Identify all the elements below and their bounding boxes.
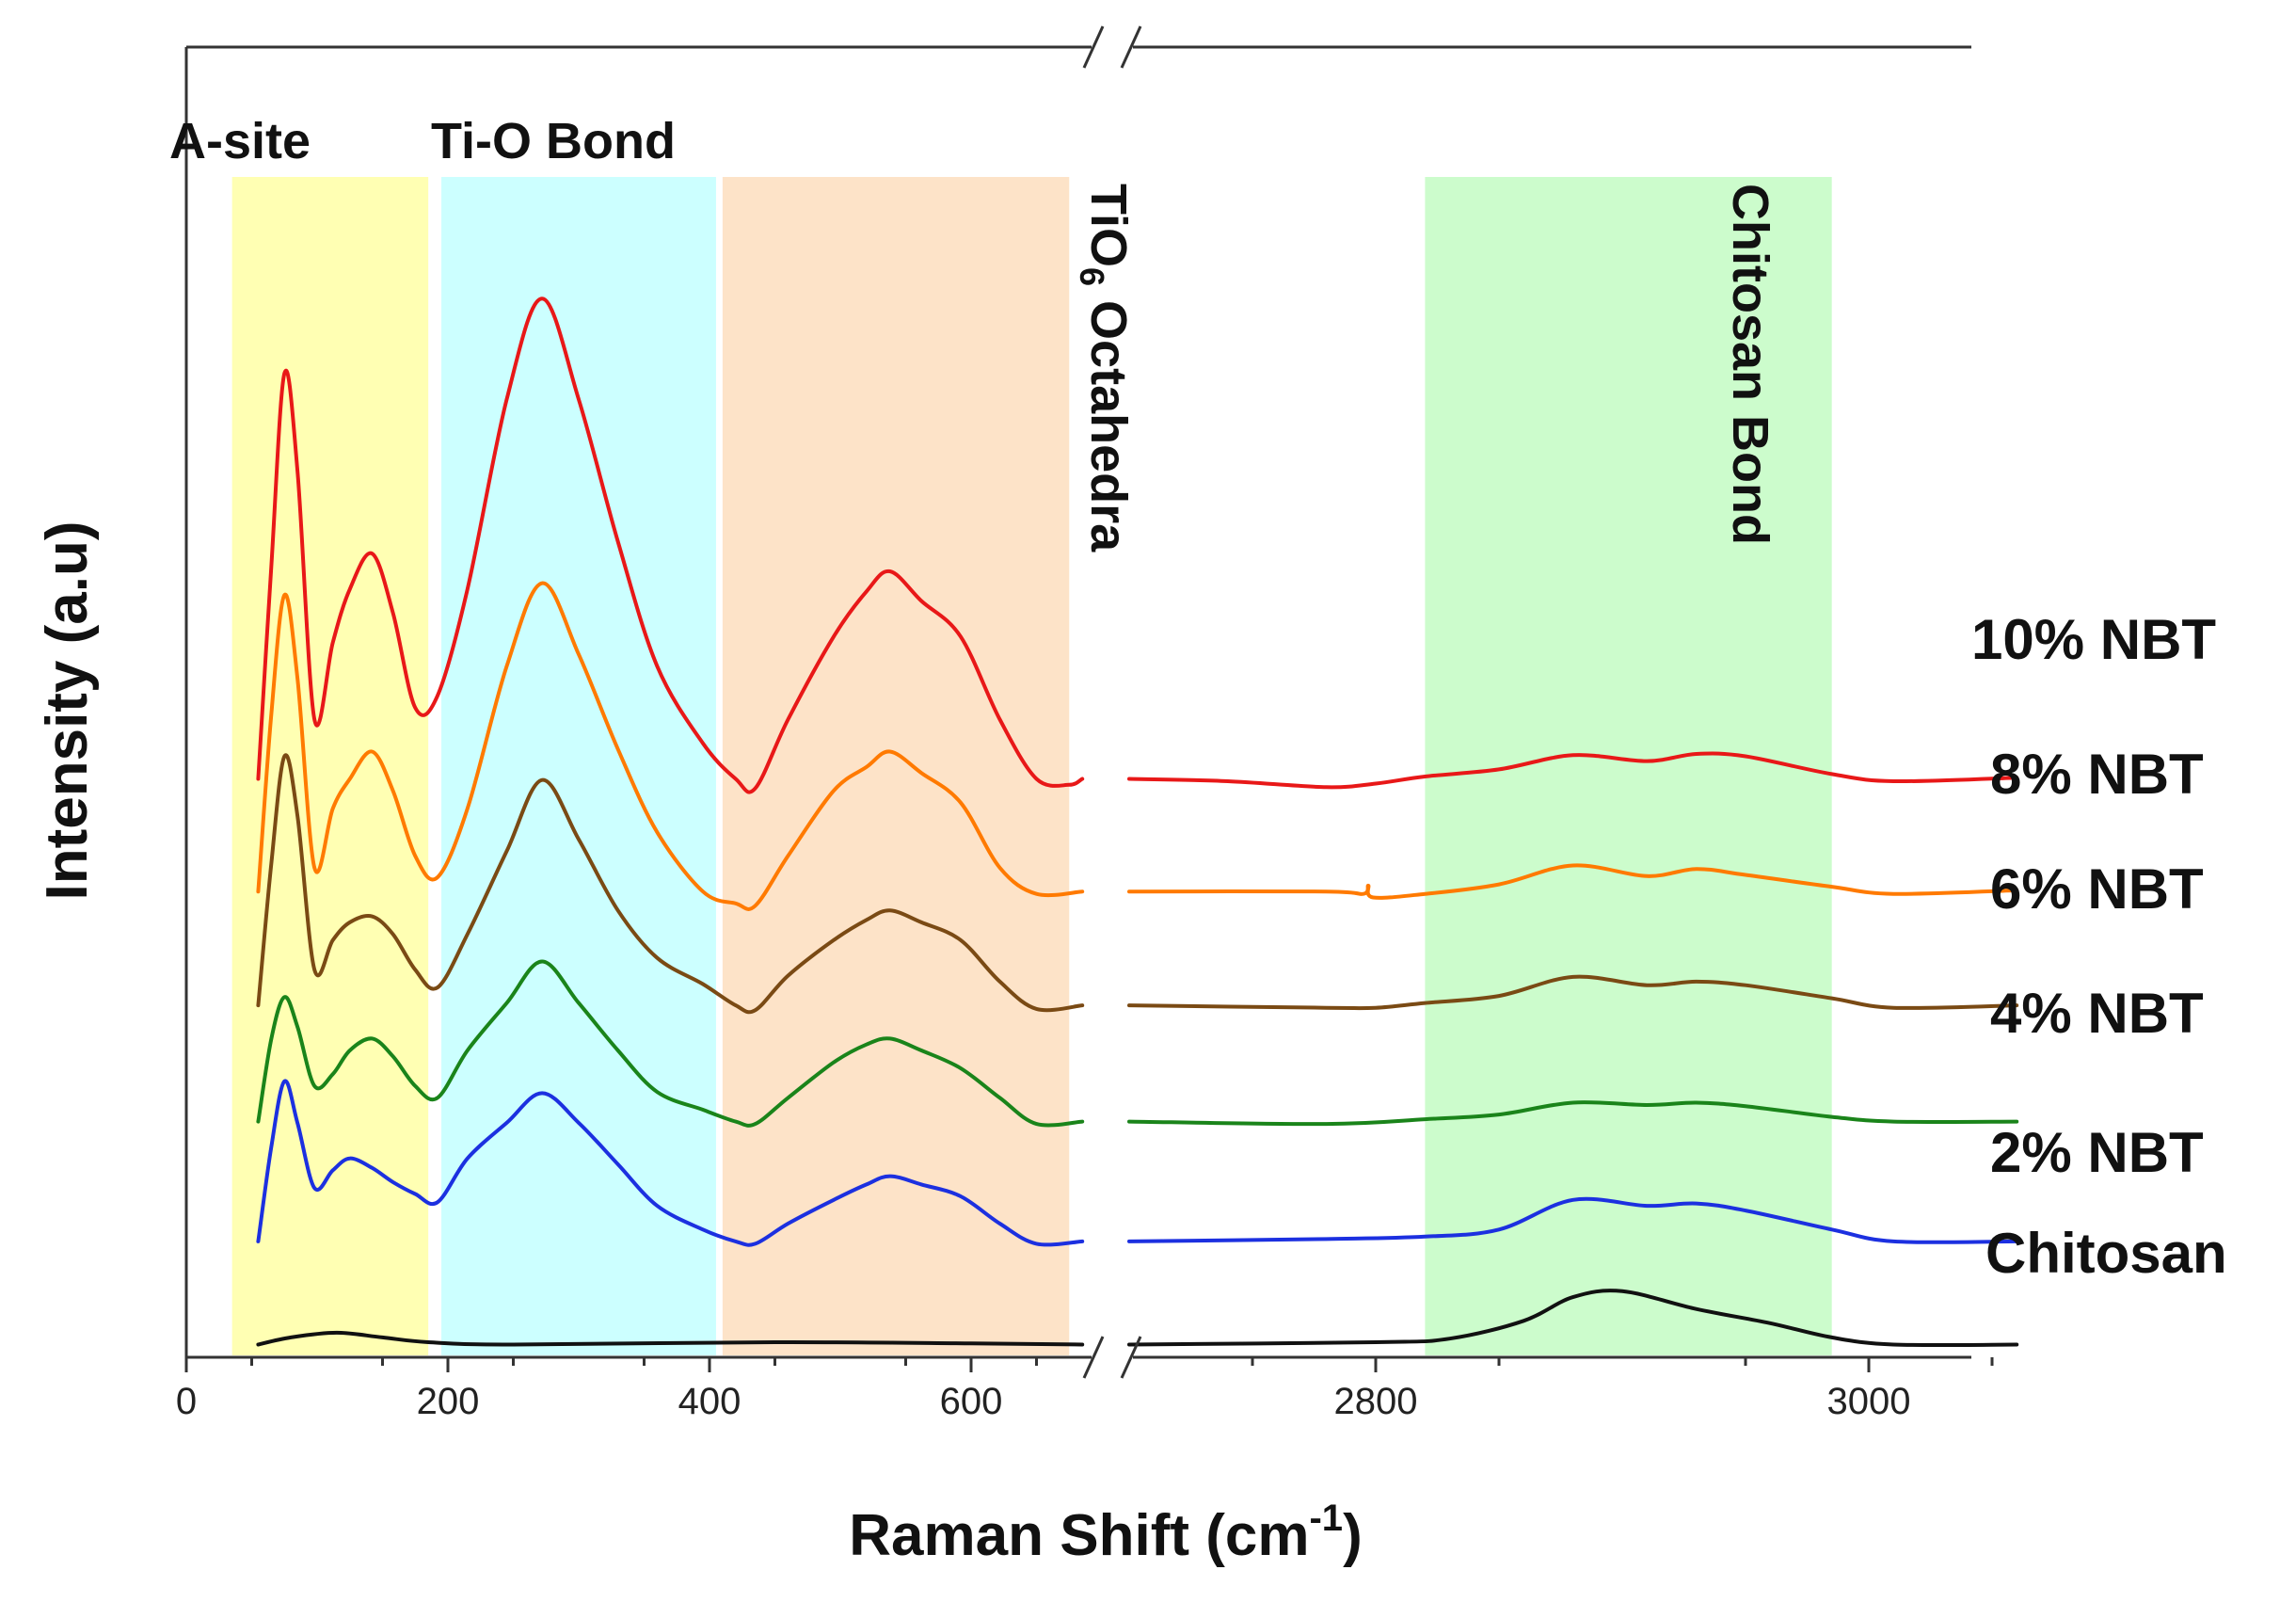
x-tick-label-0-2: 400 — [678, 1381, 741, 1422]
region-band-0 — [231, 177, 429, 1355]
axis-break-gap-0 — [1092, 41, 1133, 53]
region-label-ti-o-bond: Ti-O Bond — [431, 113, 676, 169]
axis-break-mark-b-0 — [1120, 25, 1142, 69]
series-label-3: 4% NBT — [1990, 982, 2204, 1045]
series-line-3-low — [256, 959, 1085, 1128]
series-label-2: 6% NBT — [1990, 857, 2204, 921]
x-tick-label-0-0: 0 — [176, 1381, 197, 1422]
series-label-5: Chitosan — [1985, 1222, 2227, 1285]
x-tick-label-0-1: 200 — [417, 1381, 480, 1422]
series-line-3-high — [1127, 1100, 2019, 1127]
region-label-tio6-octahedra: TiO6 Octahedra — [1073, 184, 1137, 553]
series-line-5-high — [1127, 1289, 2019, 1348]
x-tick-label-0-3: 600 — [940, 1381, 1003, 1422]
series-line-0-low — [256, 296, 1085, 794]
region-label-chitosan-bond: Chitosan Bond — [1722, 184, 1778, 545]
spectra-curves — [256, 296, 2019, 1348]
axes — [184, 25, 1971, 1379]
axis-break-gap-1 — [1092, 1352, 1133, 1363]
x-axis-title: Raman Shift (cm-1) — [849, 1498, 1362, 1568]
legend-labels: 10% NBT 8% NBT 6% NBT 4% NBT 2% NBT Chitosan — [1971, 608, 2227, 1285]
series-line-2-high — [1127, 974, 2019, 1011]
series-line-1-high — [1127, 863, 2019, 900]
series-label-1: 8% NBT — [1990, 743, 2204, 806]
x-tick-label-1-1: 3000 — [1827, 1381, 1911, 1422]
series-line-2-low — [256, 753, 1085, 1015]
x-tick-label-1-0: 2800 — [1334, 1381, 1418, 1422]
region-label-a-site: A-site — [169, 113, 311, 169]
series-label-0: 10% NBT — [1971, 608, 2216, 671]
series-line-5-low — [256, 1330, 1085, 1347]
region-band-2 — [722, 177, 1070, 1355]
highlight-regions — [231, 177, 1832, 1355]
y-axis-title: Intensity (a.u) — [35, 521, 100, 900]
region-labels: A-site Ti-O Bond TiO6 Octahedra Chitosan Bo… — [169, 113, 1778, 553]
x-ticks: 0 200 400 600 2800 3000 — [176, 1357, 1994, 1422]
series-line-4-high — [1127, 1196, 2019, 1244]
region-band-1 — [441, 177, 716, 1355]
axis-break-mark-a-1 — [1082, 1336, 1105, 1379]
series-line-4-low — [256, 1079, 1085, 1247]
region-band-3 — [1425, 177, 1832, 1355]
series-line-1-low — [256, 581, 1085, 911]
axis-break-mark-a-0 — [1082, 25, 1105, 69]
series-label-4: 2% NBT — [1990, 1121, 2204, 1184]
series-line-0-high — [1127, 751, 2019, 790]
axis-break-mark-b-1 — [1120, 1336, 1142, 1379]
